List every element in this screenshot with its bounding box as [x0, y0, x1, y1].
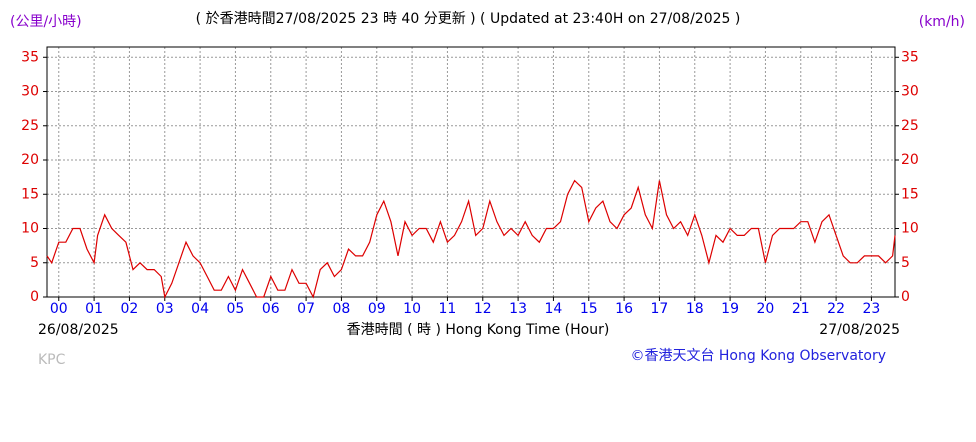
x-tick-label: 19 [721, 301, 739, 317]
plot-frame [46, 46, 896, 298]
x-axis-label: 香港時間 ( 時 ) Hong Kong Time (Hour) [347, 322, 610, 338]
x-tick-label: 06 [262, 301, 280, 317]
x-tick-label: 10 [403, 301, 421, 317]
x-tick-label: 13 [509, 301, 527, 317]
x-tick-label: 08 [333, 301, 351, 317]
y-tick-label: 30 [21, 84, 39, 100]
chart-title: ( 於香港時間27/08/2025 23 時 40 分更新 ) ( Update… [196, 11, 741, 27]
x-tick-label: 21 [792, 301, 810, 317]
y-tick-label: 10 [21, 221, 39, 237]
x-tick-label: 09 [368, 301, 386, 317]
x-tick-label: 16 [615, 301, 633, 317]
y2-tick-label: 10 [901, 221, 919, 237]
y2-unit: (km/h) [919, 14, 965, 30]
x-tick-label: 17 [651, 301, 669, 317]
y2-tick-label: 15 [901, 186, 919, 202]
y-tick-label: 25 [21, 118, 39, 134]
start-date: 26/08/2025 [38, 322, 119, 338]
y2-tick-label: 5 [901, 255, 910, 271]
x-tick-label: 14 [545, 301, 563, 317]
y2-tick-label: 25 [901, 118, 919, 134]
x-tick-label: 00 [50, 301, 68, 317]
data-line [46, 179, 896, 299]
x-tick-label: 22 [827, 301, 845, 317]
x-tick-label: 18 [686, 301, 704, 317]
credit: ©香港天文台 Hong Kong Observatory [630, 348, 886, 364]
x-tick-label: 12 [474, 301, 492, 317]
x-tick-label: 20 [757, 301, 775, 317]
y2-tick-label: 20 [901, 152, 919, 168]
y-tick-label: 5 [30, 255, 39, 271]
x-tick-label: 05 [227, 301, 245, 317]
x-tick-label: 23 [863, 301, 881, 317]
y2-tick-label: 35 [901, 49, 919, 65]
y-tick-label: 0 [30, 289, 39, 305]
x-tick-label: 04 [191, 301, 209, 317]
y2-tick-label: 0 [901, 289, 910, 305]
x-tick-label: 11 [439, 301, 457, 317]
x-tick-label: 01 [85, 301, 103, 317]
y-unit: (公里/小時) [10, 14, 82, 30]
x-tick-label: 02 [121, 301, 139, 317]
y-tick-label: 15 [21, 186, 39, 202]
station: KPC [38, 352, 66, 368]
x-tick-label: 15 [580, 301, 598, 317]
y2-tick-label: 30 [901, 84, 919, 100]
y-tick-label: 35 [21, 49, 39, 65]
x-tick-label: 07 [297, 301, 315, 317]
end-date: 27/08/2025 [819, 322, 900, 338]
y-tick-label: 20 [21, 152, 39, 168]
x-tick-label: 03 [156, 301, 174, 317]
